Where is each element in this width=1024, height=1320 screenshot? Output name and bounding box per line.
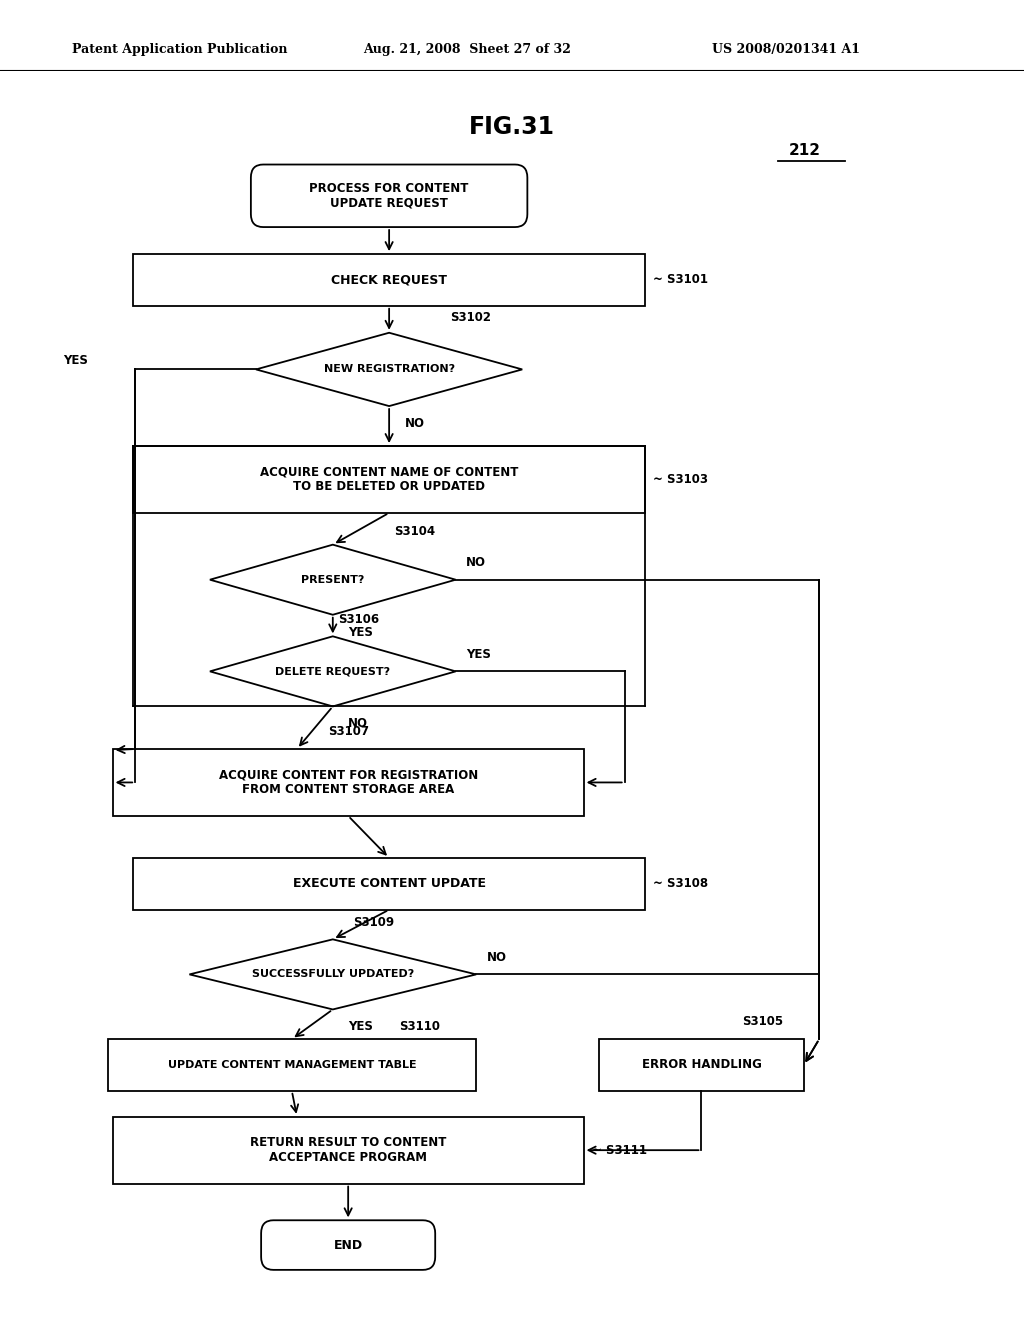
Text: NEW REGISTRATION?: NEW REGISTRATION? [324, 364, 455, 375]
Text: ~ S3108: ~ S3108 [653, 878, 709, 890]
Text: S3105: S3105 [742, 1015, 783, 1028]
Text: EXECUTE CONTENT UPDATE: EXECUTE CONTENT UPDATE [293, 878, 485, 890]
Text: RETURN RESULT TO CONTENT
ACCEPTANCE PROGRAM: RETURN RESULT TO CONTENT ACCEPTANCE PROG… [250, 1137, 446, 1164]
Text: ACQUIRE CONTENT FOR REGISTRATION
FROM CONTENT STORAGE AREA: ACQUIRE CONTENT FOR REGISTRATION FROM CO… [218, 768, 478, 796]
Text: SUCCESSFULLY UPDATED?: SUCCESSFULLY UPDATED? [252, 969, 414, 979]
Polygon shape [210, 545, 456, 615]
Text: S3104: S3104 [394, 524, 435, 537]
Text: YES: YES [348, 626, 373, 639]
Text: S3107: S3107 [328, 725, 369, 738]
Text: 212: 212 [788, 143, 820, 158]
Bar [108, 1039, 476, 1090]
Bar [133, 446, 645, 513]
FancyBboxPatch shape [261, 1220, 435, 1270]
Text: S3102: S3102 [451, 312, 492, 325]
Text: Patent Application Publication: Patent Application Publication [72, 42, 287, 55]
Text: S3106: S3106 [338, 612, 379, 626]
Text: YES: YES [348, 1020, 373, 1034]
Text: ERROR HANDLING: ERROR HANDLING [641, 1059, 762, 1072]
Text: ACQUIRE CONTENT NAME OF CONTENT
TO BE DELETED OR UPDATED: ACQUIRE CONTENT NAME OF CONTENT TO BE DE… [260, 466, 518, 494]
Text: S3110: S3110 [399, 1020, 440, 1034]
Bar [599, 1039, 804, 1090]
Text: S3109: S3109 [353, 916, 394, 929]
Bar [113, 748, 584, 816]
Text: CHECK REQUEST: CHECK REQUEST [331, 273, 447, 286]
Text: ~ S3101: ~ S3101 [653, 273, 709, 286]
Bar [133, 253, 645, 306]
Text: ~ S3111: ~ S3111 [592, 1143, 647, 1156]
Polygon shape [189, 940, 476, 1010]
Text: Aug. 21, 2008  Sheet 27 of 32: Aug. 21, 2008 Sheet 27 of 32 [364, 42, 571, 55]
Text: UPDATE CONTENT MANAGEMENT TABLE: UPDATE CONTENT MANAGEMENT TABLE [168, 1060, 416, 1071]
Text: END: END [334, 1238, 362, 1251]
Text: US 2008/0201341 A1: US 2008/0201341 A1 [712, 42, 860, 55]
Text: NO: NO [466, 556, 486, 569]
Text: NO: NO [348, 717, 369, 730]
Text: PRESENT?: PRESENT? [301, 574, 365, 585]
Text: NO: NO [486, 950, 507, 964]
Text: NO: NO [404, 417, 425, 430]
Bar [133, 858, 645, 909]
Text: ~ S3103: ~ S3103 [653, 473, 709, 486]
Polygon shape [210, 636, 456, 706]
FancyBboxPatch shape [251, 165, 527, 227]
Text: PROCESS FOR CONTENT
UPDATE REQUEST: PROCESS FOR CONTENT UPDATE REQUEST [309, 182, 469, 210]
Polygon shape [256, 333, 522, 407]
Text: YES: YES [466, 648, 490, 660]
Text: FIG.31: FIG.31 [469, 115, 555, 139]
Bar [113, 1117, 584, 1184]
Text: DELETE REQUEST?: DELETE REQUEST? [275, 667, 390, 676]
Text: YES: YES [63, 354, 88, 367]
